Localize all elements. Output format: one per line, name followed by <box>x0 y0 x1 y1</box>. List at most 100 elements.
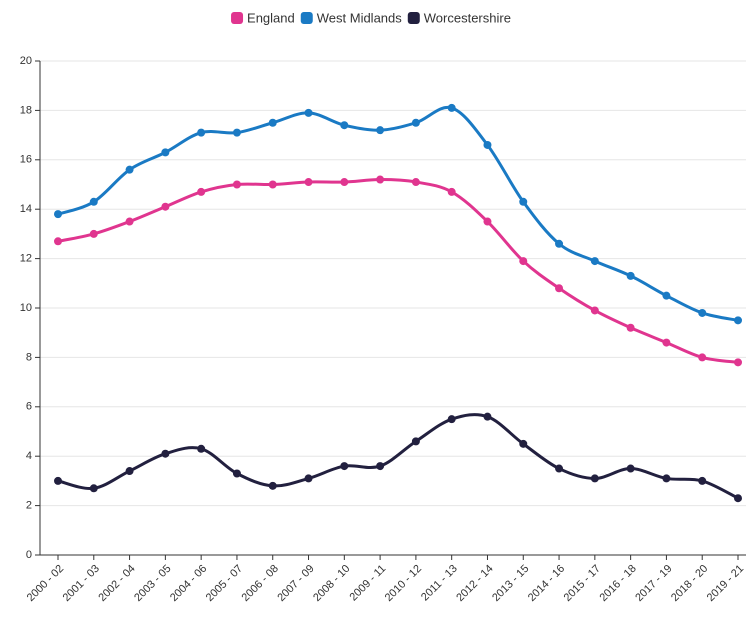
data-point <box>54 237 62 246</box>
data-point <box>376 175 385 184</box>
x-tick-label: 2000 - 02 <box>25 563 66 604</box>
data-point <box>555 284 564 293</box>
y-tick-label: 10 <box>20 302 32 314</box>
x-tick-label: 2015 - 17 <box>562 563 603 604</box>
data-point <box>54 210 62 219</box>
legend-label: West Midlands <box>317 10 403 25</box>
data-point <box>304 474 313 483</box>
x-tick-label: 2007 - 09 <box>275 563 316 604</box>
y-tick-label: 14 <box>20 203 32 215</box>
data-point <box>519 197 528 206</box>
data-point <box>304 108 313 117</box>
data-point <box>483 412 492 421</box>
data-point <box>662 474 671 483</box>
data-point <box>447 415 456 424</box>
data-point <box>447 187 456 196</box>
data-point <box>519 257 528 266</box>
x-tick-label: 2004 - 06 <box>168 563 209 604</box>
data-point <box>662 338 671 347</box>
data-point <box>125 467 134 476</box>
data-point <box>411 118 420 127</box>
data-point <box>555 239 564 248</box>
y-tick-label: 4 <box>26 450 32 462</box>
data-point <box>54 476 62 485</box>
data-point <box>698 353 707 362</box>
data-point <box>89 484 98 493</box>
data-point <box>590 306 599 315</box>
data-point <box>197 187 206 196</box>
data-point <box>161 449 170 458</box>
data-point <box>197 128 206 137</box>
legend-swatch <box>231 12 244 24</box>
data-point <box>232 469 241 478</box>
x-tick-label: 2012 - 14 <box>454 563 495 604</box>
data-point <box>197 444 206 453</box>
y-tick-label: 2 <box>26 500 32 512</box>
data-point <box>555 464 564 473</box>
data-point <box>268 180 277 189</box>
data-point <box>662 291 671 300</box>
data-point <box>483 217 492 226</box>
data-point <box>411 178 420 187</box>
x-tick-label: 2002 - 04 <box>96 563 137 604</box>
data-point <box>340 121 349 130</box>
data-point <box>447 103 456 112</box>
legend-swatch <box>407 12 420 24</box>
data-point <box>734 494 742 503</box>
data-point <box>125 165 134 174</box>
legend-label: Worcestershire <box>424 10 511 25</box>
legend: England West Midlands Worcestershire <box>231 10 511 25</box>
y-tick-label: 12 <box>20 253 32 265</box>
data-point <box>89 229 98 238</box>
y-tick-label: 20 <box>20 55 32 67</box>
x-tick-label: 2006 - 08 <box>240 563 281 604</box>
y-tick-label: 16 <box>20 154 32 166</box>
data-point <box>304 178 313 187</box>
data-point <box>268 481 277 490</box>
x-tick-label: 2014 - 16 <box>526 563 567 604</box>
legend-label: England <box>247 10 295 25</box>
data-point <box>626 464 635 473</box>
x-tick-label: 2005 - 07 <box>204 563 245 604</box>
x-tick-label: 2001 - 03 <box>61 563 102 604</box>
data-point <box>125 217 134 226</box>
x-tick-label: 2009 - 11 <box>348 563 389 604</box>
x-tick-label: 2010 - 12 <box>383 563 424 604</box>
data-point <box>232 180 241 189</box>
x-tick-label: 2008 - 10 <box>311 563 352 604</box>
data-point <box>411 437 420 446</box>
data-point <box>340 462 349 471</box>
data-point <box>376 126 385 135</box>
data-point <box>376 462 385 471</box>
data-point <box>519 439 528 448</box>
series-line <box>57 105 739 322</box>
data-point <box>268 118 277 127</box>
x-tick-label: 2017 - 19 <box>633 563 674 604</box>
y-tick-label: 6 <box>26 401 32 413</box>
x-tick-label: 2018 - 20 <box>669 563 710 604</box>
data-point <box>161 148 170 157</box>
y-tick-label: 0 <box>26 549 32 561</box>
data-point <box>698 308 707 317</box>
data-point <box>626 271 635 280</box>
x-tick-label: 2011 - 13 <box>419 563 460 604</box>
x-tick-label: 2003 - 05 <box>132 563 173 604</box>
legend-swatch <box>300 12 313 24</box>
x-tick-label: 2019 - 21 <box>705 563 746 604</box>
y-tick-label: 18 <box>20 104 32 116</box>
data-point <box>698 476 707 485</box>
data-point <box>734 358 742 367</box>
y-tick-label: 8 <box>26 351 32 363</box>
data-point <box>734 316 742 325</box>
data-point <box>590 257 599 266</box>
data-point <box>232 128 241 137</box>
data-point <box>340 178 349 187</box>
data-point <box>161 202 170 211</box>
x-tick-label: 2013 - 15 <box>490 563 531 604</box>
x-tick-label: 2016 - 18 <box>597 563 638 604</box>
data-point <box>626 323 635 332</box>
data-point <box>89 197 98 206</box>
data-point <box>590 474 599 483</box>
series-line <box>57 178 739 364</box>
